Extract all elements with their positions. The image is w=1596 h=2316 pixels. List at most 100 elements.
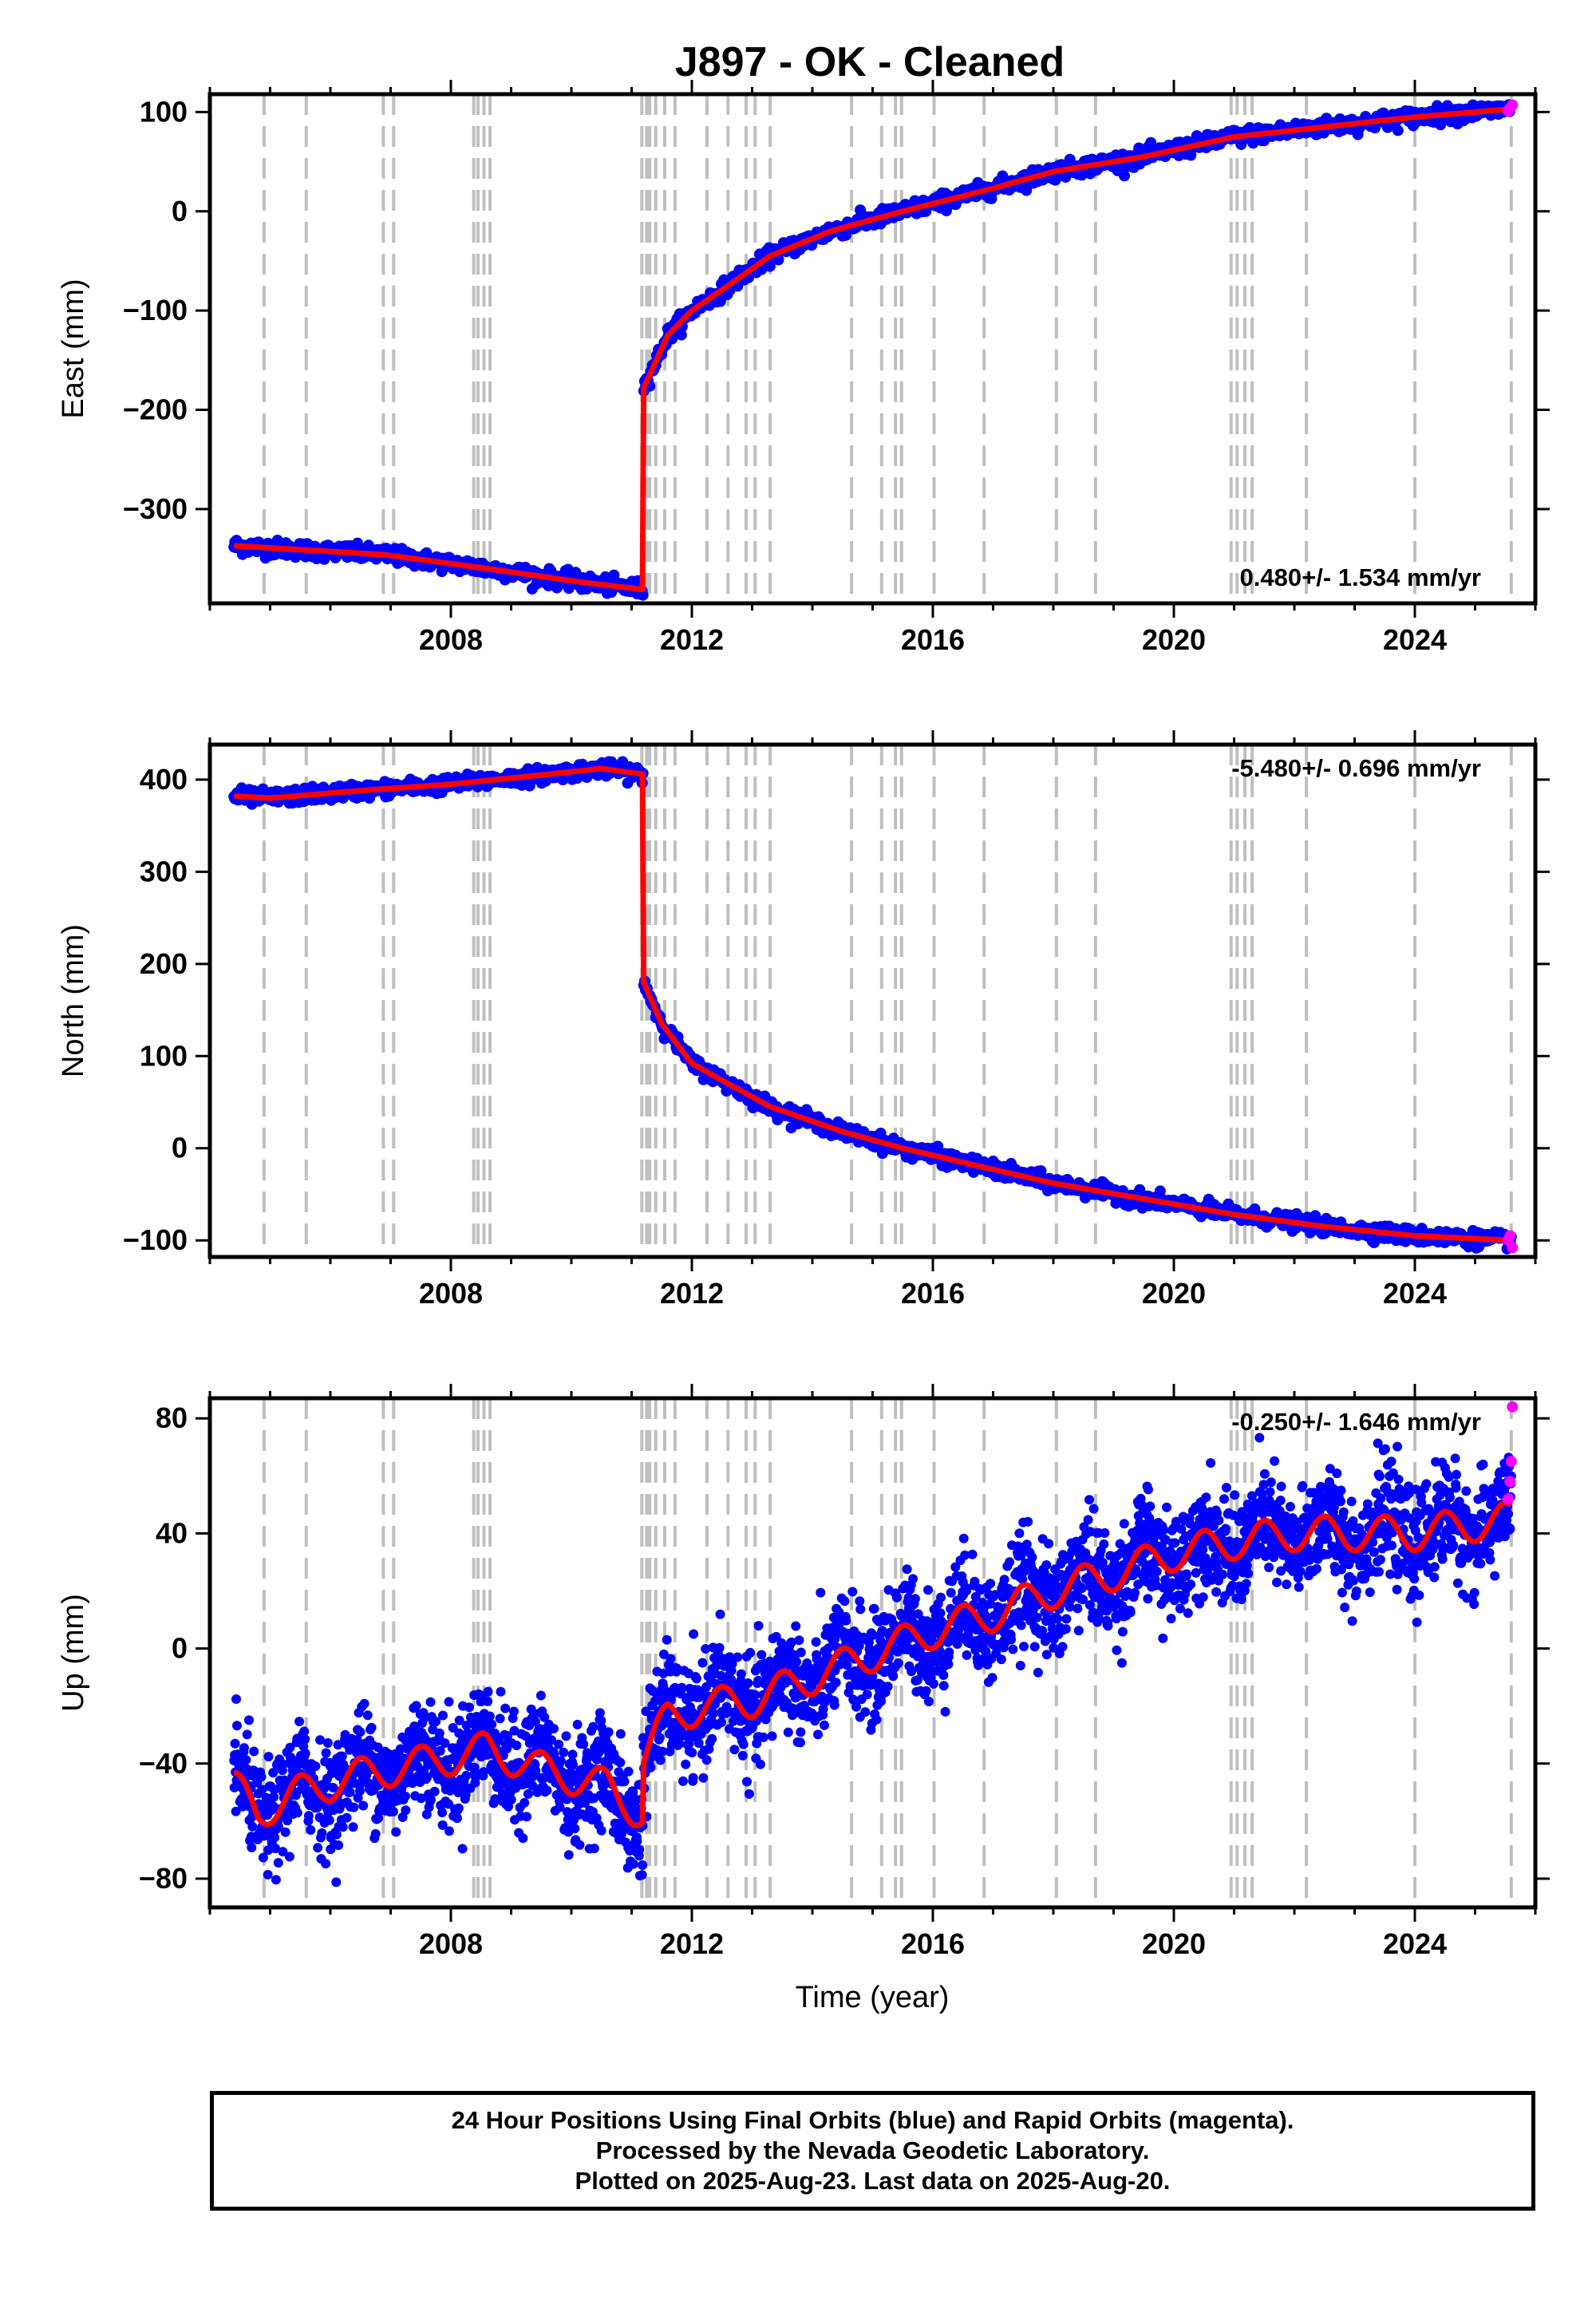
data-point — [388, 1807, 398, 1816]
y-tick-label: −100 — [123, 1223, 188, 1256]
y-tick-label: 0 — [172, 195, 188, 227]
x-tick-label: 2024 — [1383, 623, 1447, 656]
data-point — [342, 1812, 352, 1823]
data-point — [862, 1690, 872, 1700]
data-point — [401, 1805, 411, 1816]
data-point — [831, 1678, 841, 1688]
data-point — [733, 1652, 743, 1662]
y-tick-label: −300 — [123, 492, 188, 525]
data-point — [444, 1826, 454, 1836]
data-point — [666, 1654, 676, 1664]
data-point — [615, 1729, 626, 1739]
data-point — [603, 1727, 614, 1737]
data-point — [637, 589, 649, 601]
x-tick-label: 2008 — [419, 623, 483, 656]
data-point — [512, 1741, 522, 1750]
data-point — [496, 1686, 506, 1697]
x-tick-label: 2012 — [660, 1277, 724, 1310]
data-point — [232, 1721, 242, 1731]
data-point — [337, 1751, 347, 1761]
data-point — [313, 1843, 323, 1853]
model-line — [231, 765, 1513, 1243]
data-point — [638, 1860, 648, 1871]
data-point — [321, 1859, 331, 1869]
panel-1: 2008 2012 2016 2020 20241000−100−200−300East… — [57, 80, 1550, 656]
data-point — [811, 1637, 821, 1647]
data-point — [300, 1749, 310, 1758]
y-axis-label: East (mm) — [57, 279, 90, 418]
data-point — [426, 1795, 436, 1805]
data-point — [758, 1732, 768, 1742]
data-point — [310, 1761, 321, 1772]
data-point — [570, 1824, 580, 1834]
data-point — [869, 1603, 879, 1614]
data-point — [675, 329, 687, 341]
data-point — [615, 1757, 626, 1768]
data-point — [464, 1702, 474, 1713]
data-point — [321, 1748, 331, 1758]
data-point — [500, 1703, 511, 1713]
y-tick-label: 200 — [140, 947, 188, 980]
data-point — [796, 1647, 806, 1658]
data-point — [628, 1859, 638, 1869]
data-point — [331, 1877, 342, 1887]
final-orbit-points — [228, 99, 1517, 601]
data-point — [271, 1875, 281, 1885]
data-point — [654, 1733, 665, 1743]
data-point — [839, 1596, 850, 1607]
data-point — [742, 1777, 752, 1787]
data-point — [429, 1786, 440, 1796]
data-point — [795, 1737, 805, 1748]
data-point — [437, 1808, 448, 1818]
data-point — [632, 1836, 642, 1846]
data-point — [847, 1587, 858, 1597]
data-point — [280, 1827, 290, 1837]
plot-frame — [207, 742, 1538, 1259]
data-point — [689, 1629, 699, 1639]
y-tick-label: 100 — [140, 95, 188, 128]
data-point — [744, 1788, 754, 1799]
data-point — [714, 295, 726, 307]
data-point — [736, 1669, 746, 1679]
x-tick-label: 2020 — [1142, 623, 1206, 656]
velocity-label: 0.480+/- 1.534 mm/yr — [1240, 563, 1481, 591]
data-point — [518, 1833, 528, 1844]
data-point — [646, 1762, 656, 1773]
data-point — [757, 1650, 767, 1660]
data-point — [678, 1776, 688, 1786]
data-point — [687, 1748, 697, 1758]
data-point — [453, 1803, 464, 1813]
data-point — [523, 1788, 533, 1799]
data-point — [567, 1749, 578, 1760]
x-tick-label: 2016 — [901, 623, 965, 656]
data-point — [717, 1717, 726, 1728]
data-point — [855, 1604, 866, 1614]
data-point — [714, 1642, 725, 1653]
data-point — [273, 1858, 283, 1868]
data-point — [701, 1755, 712, 1765]
panel-2: 2008 2012 2016 2020 20244003002001000−100Nor… — [57, 730, 1550, 1310]
data-point — [438, 1710, 448, 1721]
data-point — [300, 1734, 310, 1745]
data-point — [522, 1812, 531, 1822]
data-point — [792, 1657, 802, 1667]
panels: 2008 2012 2016 2020 20241000−100−200−300East… — [57, 80, 1550, 1960]
rapid-orbit-point — [1504, 1230, 1516, 1242]
data-point — [487, 1719, 497, 1729]
data-point — [411, 1701, 421, 1711]
data-point — [366, 1722, 377, 1733]
data-point — [231, 1694, 241, 1704]
data-point — [358, 1800, 369, 1811]
data-point — [767, 1731, 777, 1741]
data-point — [855, 1596, 865, 1607]
data-point — [263, 1870, 273, 1879]
rapid-orbit-point — [1507, 1242, 1519, 1254]
data-point — [247, 1821, 258, 1832]
data-point — [559, 1747, 569, 1757]
data-point — [322, 1738, 333, 1748]
data-point — [575, 1840, 585, 1850]
data-point — [709, 1708, 719, 1718]
y-tick-label: 300 — [140, 855, 188, 887]
data-point — [743, 1678, 753, 1688]
